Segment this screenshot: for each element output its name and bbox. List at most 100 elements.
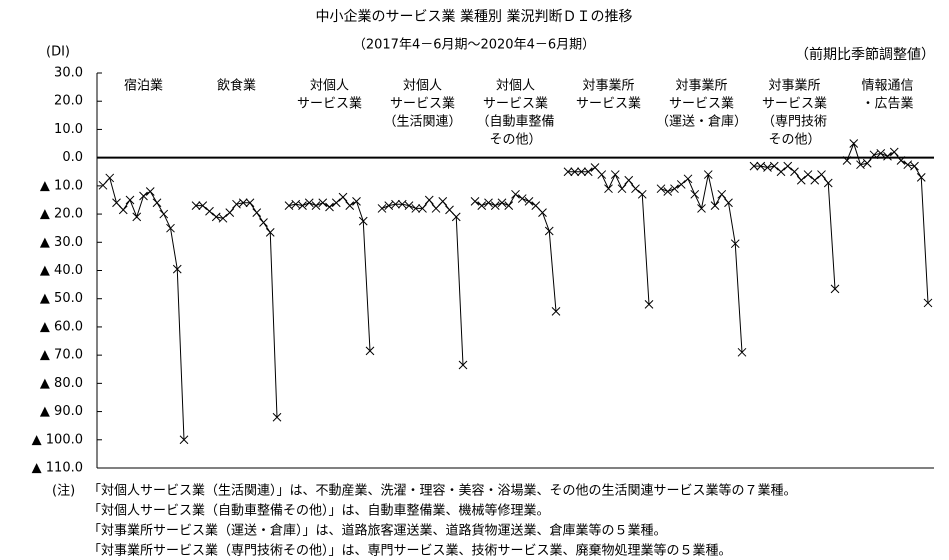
marker	[470, 197, 480, 206]
y-tick-label: ▲ 80.0	[40, 376, 83, 391]
marker	[211, 212, 221, 222]
marker	[411, 204, 421, 213]
marker	[338, 192, 348, 202]
series-label: サービス業	[297, 96, 362, 112]
marker	[166, 223, 175, 233]
marker	[504, 201, 514, 210]
marker	[139, 191, 148, 201]
series-label: サービス業	[390, 96, 455, 112]
marker	[245, 198, 255, 208]
y-tick-label: ▲ 60.0	[40, 319, 83, 334]
series-line	[288, 196, 371, 351]
marker	[418, 204, 427, 213]
marker	[637, 189, 647, 199]
marker	[265, 228, 275, 237]
marker	[132, 212, 142, 222]
marker	[563, 167, 573, 177]
marker	[497, 198, 507, 208]
marker	[298, 201, 307, 210]
chart-subtitle: （2017年4－6月期～2020年4－6月期）	[353, 38, 595, 53]
series-label: 宿泊業	[124, 78, 163, 94]
marker	[218, 213, 228, 223]
y-tick-label: ▲ 40.0	[40, 263, 83, 278]
y-tick-label: ▲ 50.0	[40, 291, 83, 306]
marker	[105, 173, 115, 183]
marker	[703, 170, 713, 179]
series-line	[754, 165, 836, 289]
marker	[644, 300, 654, 309]
marker	[810, 175, 820, 185]
marker	[830, 284, 840, 294]
marker	[445, 205, 454, 215]
y-tick-label: 10.0	[54, 122, 83, 137]
y-axis-label: (DI)	[46, 45, 70, 60]
marker	[610, 170, 620, 179]
marker	[583, 167, 593, 177]
marker	[159, 209, 169, 219]
marker	[776, 167, 786, 177]
marker	[98, 180, 108, 190]
y-tick-label: ▲ 70.0	[40, 348, 83, 363]
marker	[451, 212, 461, 222]
marker	[225, 208, 235, 218]
marker	[710, 201, 720, 210]
y-tick-label: 0.0	[62, 150, 83, 165]
marker	[676, 180, 686, 189]
marker	[790, 167, 799, 177]
marker	[172, 264, 182, 274]
marker	[291, 199, 301, 209]
marker	[112, 198, 121, 208]
marker	[191, 201, 201, 210]
marker	[869, 150, 879, 160]
marker	[624, 175, 634, 185]
marker	[284, 201, 294, 210]
y-tick-label: ▲ 10.0	[40, 178, 83, 193]
y-tick-label: ▲ 100.0	[32, 432, 83, 447]
note: 「対事業所サービス業（専門技術その他）」は、専門サービス業、技術サービス業、廃棄…	[88, 543, 732, 559]
series-line	[196, 202, 278, 418]
marker	[730, 239, 740, 249]
marker	[883, 151, 892, 161]
series-label: （生活関連）	[383, 115, 461, 130]
marker	[118, 205, 128, 215]
marker	[438, 197, 448, 206]
series-label: ・広告業	[861, 96, 913, 112]
marker	[490, 201, 500, 210]
series-label: （専門技術	[762, 115, 827, 130]
marker	[352, 197, 361, 206]
chart-title: 中小企業のサービス業 業種別 業況判断ＤＩの推移	[316, 8, 633, 25]
marker	[577, 167, 586, 177]
marker	[889, 147, 899, 157]
marker	[842, 156, 852, 165]
marker	[631, 184, 640, 194]
marker	[849, 139, 859, 148]
marker	[484, 198, 493, 208]
series-label: 対個人	[310, 79, 349, 94]
series-label: その他）	[489, 133, 541, 148]
marker	[737, 347, 747, 357]
marker	[683, 174, 693, 184]
marker	[617, 184, 627, 194]
y-tick-label: ▲ 30.0	[40, 235, 83, 250]
marker	[179, 435, 189, 445]
marker	[318, 198, 328, 208]
series-label: サービス業	[762, 96, 827, 112]
series-label: サービス業	[576, 96, 641, 112]
marker	[590, 163, 600, 172]
marker	[331, 198, 341, 208]
marker	[325, 202, 334, 212]
marker	[690, 189, 700, 199]
marker	[823, 178, 833, 188]
series-label: 対個人	[403, 79, 442, 94]
marker	[663, 187, 673, 196]
marker	[876, 149, 886, 158]
marker	[604, 184, 613, 194]
series-label: その他）	[768, 133, 820, 148]
marker	[152, 198, 162, 208]
marker	[145, 187, 155, 196]
marker	[424, 195, 434, 205]
marker	[358, 216, 368, 226]
series-label: 情報通信	[861, 79, 913, 94]
marker	[756, 161, 766, 171]
marker	[896, 156, 906, 165]
